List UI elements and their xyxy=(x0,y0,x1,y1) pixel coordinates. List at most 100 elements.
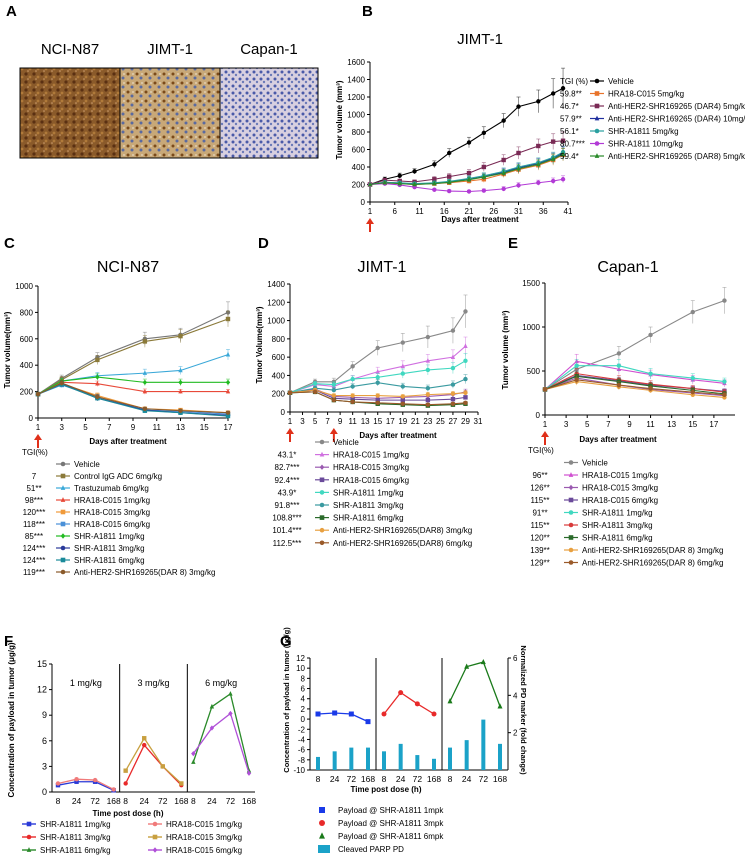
data-point xyxy=(501,157,506,163)
chart-b-xlabel: Days after treatment xyxy=(441,215,519,224)
data-point xyxy=(481,164,487,170)
data-point xyxy=(95,374,100,380)
x-tick-label: 24 xyxy=(207,796,217,806)
y-tick-label: 1000 xyxy=(522,323,540,332)
x-tick-label: 17 xyxy=(709,420,718,429)
data-point xyxy=(432,180,437,186)
series-2 xyxy=(447,658,503,709)
legend-label: SHR-A1811 6mg/kg xyxy=(582,534,653,543)
series-6 xyxy=(35,373,231,397)
legend-tgi: 115** xyxy=(531,496,550,505)
y-tick-label: -10 xyxy=(293,766,305,775)
legend-marker xyxy=(568,522,574,528)
legend-item-5: 80.7*** SHR-A1811 10mg/kg xyxy=(560,140,683,149)
x-tick-label: 7 xyxy=(325,417,330,426)
y-tick-label: 0 xyxy=(301,715,306,724)
legend-marker xyxy=(60,497,66,502)
legend-tgi: 120*** xyxy=(23,508,46,517)
legend-tgi: 115** xyxy=(531,521,550,530)
data-point xyxy=(350,399,355,405)
legend-item-4: 120*** HRA18-C015 3mg/kg xyxy=(23,508,150,517)
legend-marker xyxy=(319,490,325,495)
data-point xyxy=(450,354,456,359)
data-point xyxy=(690,309,695,315)
data-point xyxy=(348,711,354,717)
data-point xyxy=(375,368,380,374)
legend-marker xyxy=(594,153,600,158)
legend-item-3: HRA18-C015 3mg/kg xyxy=(148,833,242,842)
legend-header: TGI(%) xyxy=(528,446,554,455)
y-tick-label: 600 xyxy=(20,335,34,344)
x-tick-label: 5 xyxy=(313,417,318,426)
data-point xyxy=(447,150,452,156)
legend-item-4: SHR-A1811 6mg/kg xyxy=(22,846,111,855)
legend-label: Anti-HER2-SHR169265 (DAR4) 5mg/kg xyxy=(608,102,745,111)
data-point xyxy=(400,384,405,389)
data-point xyxy=(463,358,468,363)
data-point xyxy=(225,316,231,322)
y-tick-label: 800 xyxy=(272,335,286,344)
data-point xyxy=(447,174,452,179)
chart-c-xlabel: Days after treatment xyxy=(89,437,167,446)
data-point xyxy=(95,394,100,400)
y-right-tick-label: 6 xyxy=(513,654,518,663)
data-point xyxy=(450,401,456,406)
data-point xyxy=(142,339,148,344)
legend-item-0: Vehicle xyxy=(56,460,100,469)
legend-item-1: HRA18-C015 1mg/kg xyxy=(148,820,242,829)
y-tick-label: 3 xyxy=(42,761,47,771)
x-tick-label: 9 xyxy=(338,417,343,426)
x-tick-label: 15 xyxy=(688,420,697,429)
legend-marker xyxy=(60,545,66,551)
data-point xyxy=(516,165,521,171)
data-point xyxy=(365,719,371,725)
legend-marker xyxy=(319,807,325,813)
legend-item-3: 92.4*** HRA18-C015 6mg/kg xyxy=(275,476,410,485)
legend-tgi: 56.1* xyxy=(560,127,579,136)
legend-label: Anti-HER2-SHR169265(DAR 8) 3mg/kg xyxy=(582,546,723,555)
data-point xyxy=(481,188,487,193)
data-point xyxy=(400,371,405,376)
legend-label: Anti-HER2-SHR169265 (DAR4) 10mg/kg xyxy=(608,115,745,124)
x-tick-label: 1 xyxy=(36,423,41,432)
legend-label: SHR-A1811 1mg/kg xyxy=(40,820,111,829)
series-line xyxy=(37,318,229,395)
y-tick-label: 500 xyxy=(527,367,541,376)
data-point xyxy=(463,395,468,400)
legend-tgi: 118*** xyxy=(23,520,45,529)
series-line xyxy=(383,691,435,715)
series-line xyxy=(37,383,229,417)
x-tick-label: 11 xyxy=(415,207,424,216)
x-tick-label: 11 xyxy=(646,420,655,429)
data-point xyxy=(560,177,566,182)
legend-item-0: Vehicle xyxy=(564,459,608,468)
y-tick-label: 10 xyxy=(296,664,305,673)
legend-item-2: 126** HRA18-C015 3mg/kg xyxy=(530,484,658,493)
series-3 xyxy=(123,736,184,786)
legend-item-3: 57.9** Anti-HER2-SHR169265 (DAR4) 10mg/kg xyxy=(560,115,745,124)
legend-label: SHR-A1811 3mg/kg xyxy=(74,544,145,553)
x-tick-label: 24 xyxy=(462,774,472,784)
y-right-tick-label: 4 xyxy=(513,691,518,700)
series-line xyxy=(544,375,725,395)
data-point xyxy=(466,189,472,194)
data-point xyxy=(191,759,196,764)
legend-marker xyxy=(60,485,66,490)
data-point xyxy=(375,400,380,406)
dosing-arrow-head xyxy=(34,434,42,440)
data-point xyxy=(74,777,79,782)
legend-label: HRA18-C015 5mg/kg xyxy=(608,90,684,99)
y-tick-label: 1500 xyxy=(522,279,540,288)
y-tick-label: 8 xyxy=(301,674,306,683)
legend-tgi: 91** xyxy=(532,509,547,518)
series-line xyxy=(192,692,250,771)
x-tick-label: 19 xyxy=(398,417,407,426)
legend-label: Cleaved PARP PD xyxy=(338,845,404,854)
x-tick-label: 168 xyxy=(107,796,121,806)
x-tick-label: 13 xyxy=(361,417,370,426)
series-line xyxy=(544,373,725,393)
legend-item-7: 139** Anti-HER2-SHR169265(DAR 8) 3mg/kg xyxy=(530,546,723,555)
y-tick-label: 600 xyxy=(272,353,286,362)
data-point xyxy=(481,174,487,179)
pd-bar xyxy=(398,743,403,770)
